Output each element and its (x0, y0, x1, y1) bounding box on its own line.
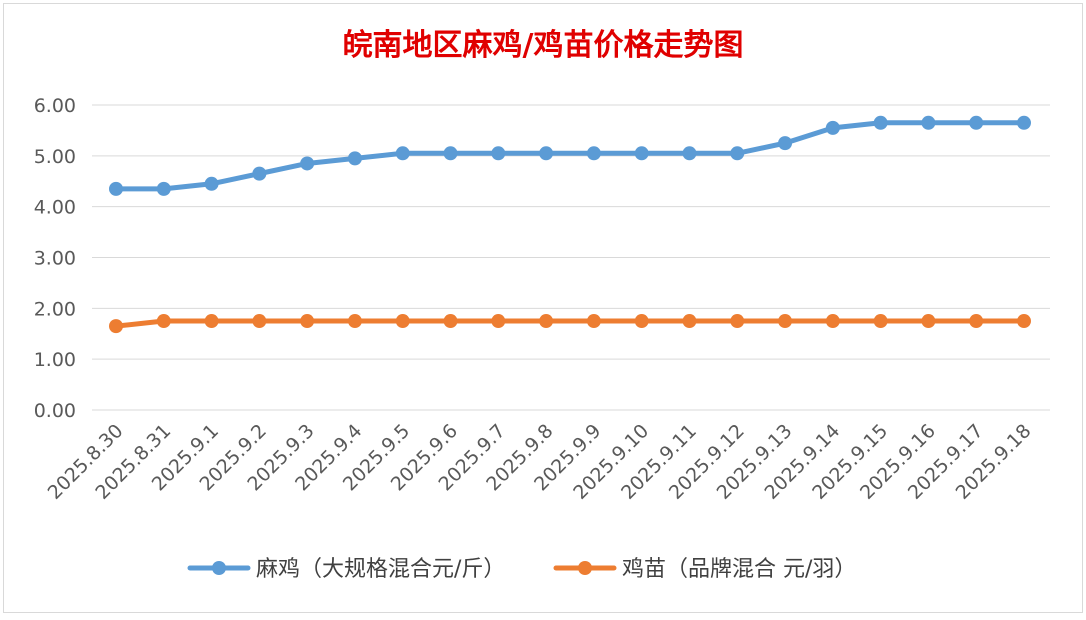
legend-item: 麻鸡（大规格混合元/斤） (187, 557, 505, 582)
legend-swatch-marker (212, 561, 226, 575)
data-point (204, 176, 219, 191)
y-tick-label: 2.00 (34, 298, 76, 320)
data-point (395, 146, 410, 161)
data-point (443, 314, 458, 329)
legend-item: 鸡苗（品牌混合 元/羽） (553, 557, 856, 582)
data-point (395, 314, 410, 329)
data-point (778, 136, 793, 151)
legend-label: 麻鸡（大规格混合元/斤） (256, 557, 505, 582)
data-point (682, 146, 697, 161)
data-point (156, 181, 171, 196)
data-point (347, 314, 362, 329)
y-tick-label: 3.00 (34, 248, 76, 270)
data-point (969, 115, 984, 130)
y-tick-label: 6.00 (34, 95, 76, 117)
data-point (443, 146, 458, 161)
series-line (113, 120, 1027, 192)
legend: 麻鸡（大规格混合元/斤） 鸡苗（品牌混合 元/羽） (187, 557, 856, 582)
series-line (113, 318, 1027, 329)
data-point (873, 314, 888, 329)
data-point (730, 146, 745, 161)
data-point (347, 151, 362, 166)
y-tick-label: 0.00 (34, 400, 76, 422)
series-1 (109, 115, 1031, 196)
y-tick-label: 5.00 (34, 146, 76, 168)
data-point (825, 314, 840, 329)
data-point (730, 314, 745, 329)
data-point (252, 314, 267, 329)
y-axis-ticks: 0.00 1.00 2.00 3.00 4.00 5.00 6.00 (34, 95, 76, 422)
data-point (252, 166, 267, 181)
data-point (586, 314, 601, 329)
data-point (300, 156, 315, 171)
data-point (634, 314, 649, 329)
data-point (586, 146, 601, 161)
data-point (778, 314, 793, 329)
gridlines (92, 104, 1050, 411)
data-point (1017, 115, 1031, 130)
data-point (156, 314, 171, 329)
chart-title: 皖南地区麻鸡/鸡苗价格走势图 (343, 28, 744, 63)
data-point (921, 314, 936, 329)
legend-label: 鸡苗（品牌混合 元/羽） (622, 557, 856, 582)
data-point (969, 314, 984, 329)
series-2 (109, 314, 1031, 334)
data-point (539, 314, 554, 329)
data-point (921, 115, 936, 130)
y-tick-label: 4.00 (34, 197, 76, 219)
data-point (873, 115, 888, 130)
data-point (300, 314, 315, 329)
data-point (539, 146, 554, 161)
data-point (109, 181, 123, 196)
data-point (204, 314, 219, 329)
data-point (109, 319, 123, 334)
data-point (682, 314, 697, 329)
y-tick-label: 1.00 (34, 349, 76, 371)
data-point (634, 146, 649, 161)
data-point (491, 146, 506, 161)
data-point (825, 120, 840, 135)
series-group (109, 115, 1031, 334)
data-point (1017, 314, 1031, 329)
data-point (491, 314, 506, 329)
legend-swatch-marker (578, 561, 592, 575)
